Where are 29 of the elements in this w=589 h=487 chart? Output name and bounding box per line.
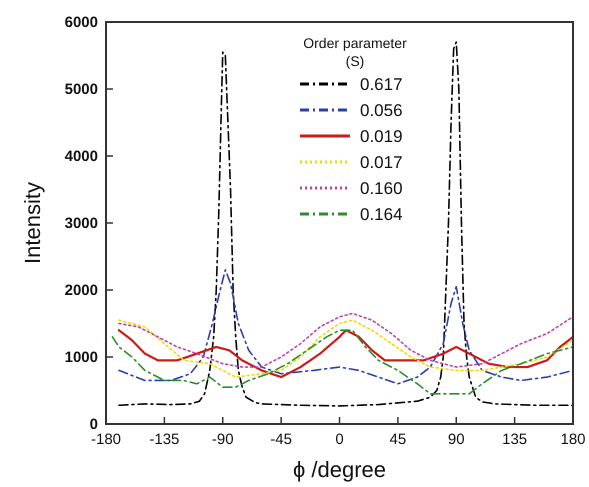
line-series [118,329,574,378]
x-tick-label: 180 [560,431,586,448]
x-tick-label: 90 [448,431,465,448]
x-tick-label: -90 [212,431,234,448]
x-tick-label: -180 [90,431,122,448]
y-tick-label: 6000 [64,14,98,31]
x-axis-title: ϕ /degree [292,457,386,482]
legend-label: 0.160 [360,179,403,198]
x-tick-label: -45 [270,431,292,448]
y-tick-label: 4000 [64,148,98,165]
x-tick-label: 45 [390,431,406,448]
line-series [118,319,574,378]
y-tick-label: 3000 [64,215,98,232]
y-tick-label: 5000 [64,81,98,98]
y-axis-title: Intensity [20,182,45,264]
legend-title: Order parameter (S) [303,35,408,69]
legend-label: 0.017 [360,153,403,172]
legend-label: 0.164 [360,205,403,224]
x-tick-label: -135 [149,431,180,448]
x-tick-label: 135 [502,431,528,448]
line-series [118,312,574,368]
legend-label: 0.019 [360,127,403,146]
legend-label: 0.056 [360,101,403,120]
y-tick-label: 0 [90,416,98,433]
y-tick-label: 2000 [64,282,98,299]
legend-label: 0.617 [360,75,403,94]
y-tick-label: 1000 [64,349,98,366]
line-series [112,329,574,395]
x-tick-label: 0 [335,431,344,448]
